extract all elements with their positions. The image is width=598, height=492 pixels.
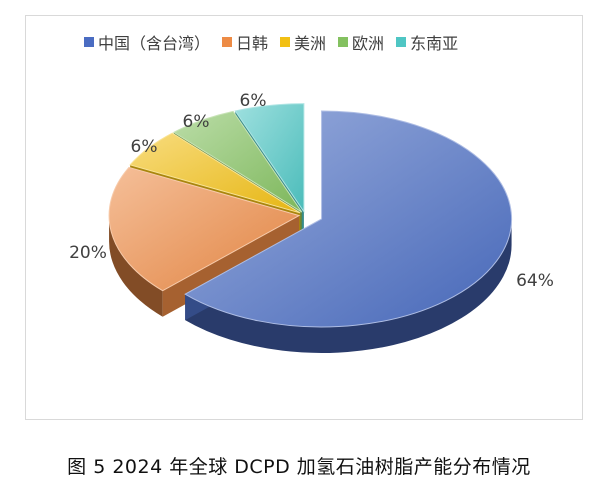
pie-slice-top [129,132,301,214]
legend-label: 东南亚 [410,34,459,53]
legend-swatch [280,37,291,47]
pie-slice-top [172,110,303,213]
legend-item: 欧洲 [338,30,384,54]
data-label: 20% [69,243,107,263]
data-label: 6% [183,112,210,132]
pie-slice [184,110,513,353]
legend-item: 中国（含台湾） [84,30,210,54]
legend-swatch [396,37,407,47]
legend-item: 美洲 [280,30,326,54]
legend-swatch [84,37,94,47]
pie-slice-top [184,110,513,328]
chart-legend: 中国（含台湾） 日韩 美洲 欧洲 东南亚 [84,30,458,54]
pie-slice-top [108,166,301,292]
legend-label: 中国（含台湾） [98,34,211,53]
pie-slice-side [185,218,512,353]
data-label: 64% [516,271,554,291]
legend-swatch [222,37,233,47]
legend-label: 美洲 [294,34,327,53]
legend-label: 欧洲 [352,34,385,53]
legend-item: 日韩 [222,30,268,54]
data-label: 6% [240,91,267,111]
legend-swatch [338,37,349,47]
pie-slice-side [109,215,163,317]
legend-item: 东南亚 [396,30,458,54]
pie-chart: 64% 20% 6% 6% 6% [69,91,554,353]
pie-slice-top [234,103,305,214]
figure-caption: 图 5 2024 年全球 DCPD 加氢石油树脂产能分布情况 [67,456,531,478]
data-label: 6% [131,137,158,157]
legend-label: 日韩 [236,34,269,53]
